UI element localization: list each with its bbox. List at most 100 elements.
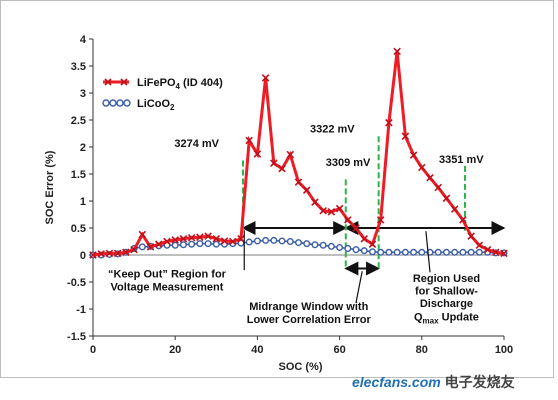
midrange-label: Midrange Window with Lower Correlation Er…	[247, 301, 372, 326]
data-point	[113, 249, 122, 258]
data-point	[336, 243, 344, 251]
data-point	[171, 241, 179, 249]
legend: LiFePO4 (ID 404) LiCoO2	[102, 77, 223, 112]
data-point	[261, 74, 270, 82]
data-point	[410, 248, 418, 256]
legend-entry-label: LiFePO4 (ID 404)	[137, 77, 223, 91]
data-point	[188, 240, 196, 248]
data-point	[245, 136, 253, 145]
y-tick-label: 1	[80, 196, 86, 208]
data-point	[122, 248, 130, 257]
data-point	[418, 163, 426, 172]
y-tick-label: -1	[76, 304, 86, 316]
y-tick-label: 4	[80, 34, 87, 46]
voltage-marker-label: 3274 mV	[174, 138, 219, 150]
data-point	[278, 164, 286, 173]
data-point	[335, 204, 344, 213]
annotations: “Keep Out” Region for Voltage Measurement…	[108, 230, 480, 326]
data-point	[303, 240, 311, 248]
data-point	[171, 236, 179, 244]
legend-marker	[120, 78, 128, 86]
y-tick-label: 2.5	[71, 115, 86, 127]
data-point	[360, 235, 369, 243]
qmax-update-label: Qmax Update	[414, 312, 479, 326]
data-point	[204, 240, 212, 248]
soc-error-chart: -1.5-1-0.500.511.522.533.540 20 40 60 80 100S…	[44, 34, 513, 373]
shallow-discharge-pointer	[425, 231, 431, 273]
data-point	[376, 216, 385, 224]
keep-out-label: “Keep Out” Region for Voltage Measurement	[108, 269, 227, 294]
data-point	[385, 118, 393, 127]
y-tick-label: -0.5	[67, 277, 86, 289]
data-point	[204, 232, 212, 240]
data-point	[97, 250, 105, 258]
data-point	[237, 235, 245, 243]
axes: -1.5-1-0.500.511.522.533.540 20 40 60 80 100S…	[44, 34, 513, 373]
x-tick-label: 100	[495, 344, 513, 356]
data-point	[434, 248, 442, 256]
data-point	[401, 248, 409, 256]
data-point	[253, 237, 261, 245]
data-point	[377, 248, 385, 256]
data-point	[500, 249, 508, 258]
data-point	[319, 241, 327, 249]
data-point	[187, 233, 196, 242]
legend-marker	[109, 99, 117, 107]
data-point	[418, 248, 426, 256]
data-point	[327, 242, 335, 250]
data-point	[105, 249, 114, 258]
series-layer	[89, 47, 508, 259]
data-point	[302, 186, 311, 194]
y-tick-label: 3.5	[71, 61, 86, 73]
data-point	[163, 237, 171, 246]
data-point	[294, 178, 303, 186]
data-point	[179, 241, 187, 249]
range-arrows	[241, 221, 506, 276]
watermark-site: elecfans.com	[352, 374, 441, 390]
data-point	[311, 198, 319, 206]
data-point	[212, 240, 220, 248]
data-point	[483, 245, 492, 254]
data-point	[154, 240, 163, 248]
data-point	[393, 47, 401, 56]
data-point	[467, 248, 475, 256]
data-point	[426, 174, 434, 182]
y-tick-label: 1.5	[71, 169, 86, 181]
data-point	[393, 248, 401, 256]
data-point	[295, 239, 303, 247]
data-point	[179, 235, 188, 243]
voltage-markers: 3274 mV 3309 mV 3322 mV 3351 mV	[174, 123, 484, 269]
voltage-marker-label: 3351 mV	[439, 154, 484, 166]
data-point	[138, 243, 146, 251]
data-point	[245, 238, 253, 246]
data-point	[451, 248, 459, 256]
data-point	[459, 248, 467, 256]
data-point	[475, 248, 483, 256]
watermark: elecfans.com 电子发烧友	[352, 372, 515, 392]
data-point	[146, 243, 155, 251]
legend-marker	[104, 78, 112, 86]
data-point	[352, 224, 360, 232]
data-point	[311, 241, 319, 249]
voltage-marker-label: 3309 mV	[326, 157, 371, 169]
data-point	[450, 205, 459, 213]
data-point	[327, 208, 336, 216]
data-point	[270, 236, 278, 244]
data-point	[368, 248, 376, 256]
data-point	[278, 237, 286, 245]
y-tick-label: 3	[80, 88, 86, 100]
data-point	[352, 246, 360, 254]
data-point	[89, 251, 97, 259]
data-point	[344, 216, 352, 224]
data-point	[130, 245, 138, 254]
data-point	[434, 183, 443, 192]
data-point	[138, 230, 147, 239]
data-point	[492, 248, 500, 257]
watermark-cn: 电子发烧友	[444, 374, 515, 390]
data-point	[467, 232, 475, 240]
x-tick-label: 40	[251, 344, 263, 356]
shallow-discharge-label: Region Used for Shallow-Discharge	[413, 273, 480, 310]
data-point	[401, 132, 410, 140]
legend-marker	[102, 99, 110, 107]
data-point	[270, 159, 278, 167]
